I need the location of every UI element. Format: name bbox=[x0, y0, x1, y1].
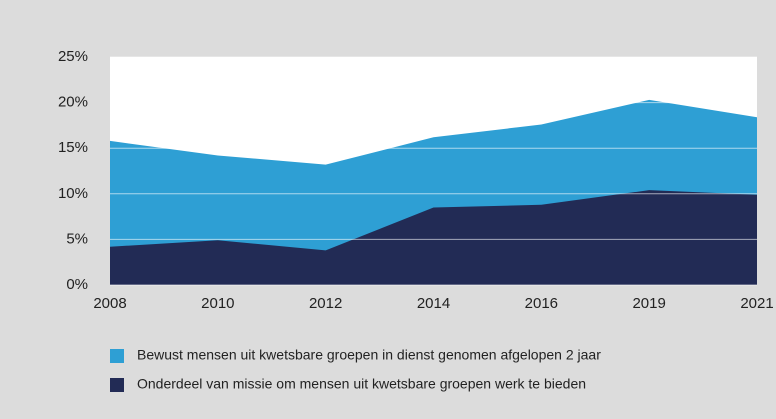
x-tick-label: 2019 bbox=[632, 295, 665, 312]
x-tick-label: 2014 bbox=[417, 295, 450, 312]
y-tick-label: 10% bbox=[58, 185, 88, 202]
x-tick-label: 2008 bbox=[93, 295, 126, 312]
legend-swatch bbox=[110, 349, 124, 363]
x-tick-label: 2012 bbox=[309, 295, 342, 312]
x-tick-label: 2021 bbox=[740, 295, 773, 312]
y-tick-label: 25% bbox=[58, 48, 88, 65]
legend-label: Onderdeel van missie om mensen uit kwets… bbox=[137, 376, 586, 392]
x-tick-label: 2010 bbox=[201, 295, 234, 312]
y-tick-label: 20% bbox=[58, 94, 88, 111]
y-tick-label: 5% bbox=[66, 230, 88, 247]
y-tick-label: 0% bbox=[66, 276, 88, 293]
area bbox=[110, 190, 757, 285]
legend-swatch bbox=[110, 378, 124, 392]
x-tick-label: 2016 bbox=[525, 295, 558, 312]
y-tick-label: 15% bbox=[58, 139, 88, 156]
legend-label: Bewust mensen uit kwetsbare groepen in d… bbox=[137, 347, 601, 363]
